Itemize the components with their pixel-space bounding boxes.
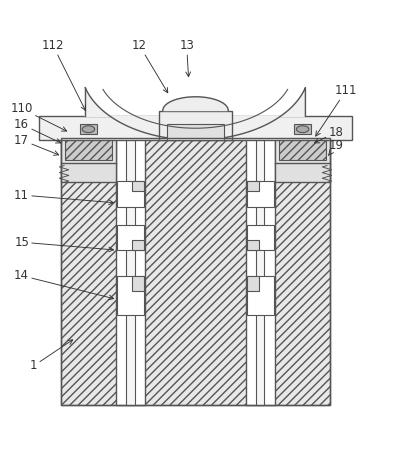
Bar [118,276,144,315]
Bar [61,163,116,182]
Bar [247,276,259,291]
Text: 15: 15 [14,236,114,252]
Bar [279,128,326,160]
Text: 12: 12 [132,39,168,93]
Bar [132,181,144,191]
Bar [256,138,264,405]
Text: 112: 112 [42,39,85,110]
Bar [61,138,330,405]
Bar [80,124,97,134]
Bar [132,276,144,291]
Bar [132,240,144,250]
Bar [246,138,275,405]
Text: 111: 111 [316,84,357,136]
Bar [118,224,144,250]
Text: 17: 17 [14,133,59,155]
Bar [247,276,274,315]
Bar [247,224,274,250]
Bar [275,163,330,182]
Bar [247,181,274,207]
Bar [247,181,259,191]
Text: 14: 14 [14,269,114,300]
Bar [247,240,259,250]
Bar [65,128,112,160]
Bar [39,116,352,140]
Bar [61,138,330,405]
Bar [167,124,224,140]
Bar [61,124,116,163]
Bar [294,124,312,134]
Text: 1: 1 [29,340,73,373]
Bar [118,181,144,207]
Bar [116,138,145,405]
Text: 19: 19 [329,139,343,155]
Text: 16: 16 [14,118,61,143]
Text: 110: 110 [11,102,67,131]
Text: 13: 13 [179,39,194,77]
Ellipse shape [296,126,309,132]
Text: 11: 11 [14,189,114,205]
Text: 18: 18 [314,126,343,143]
Ellipse shape [82,126,95,132]
Bar [126,138,134,405]
Bar [275,124,330,163]
Polygon shape [85,88,305,140]
Polygon shape [163,97,228,110]
Bar [159,110,232,140]
